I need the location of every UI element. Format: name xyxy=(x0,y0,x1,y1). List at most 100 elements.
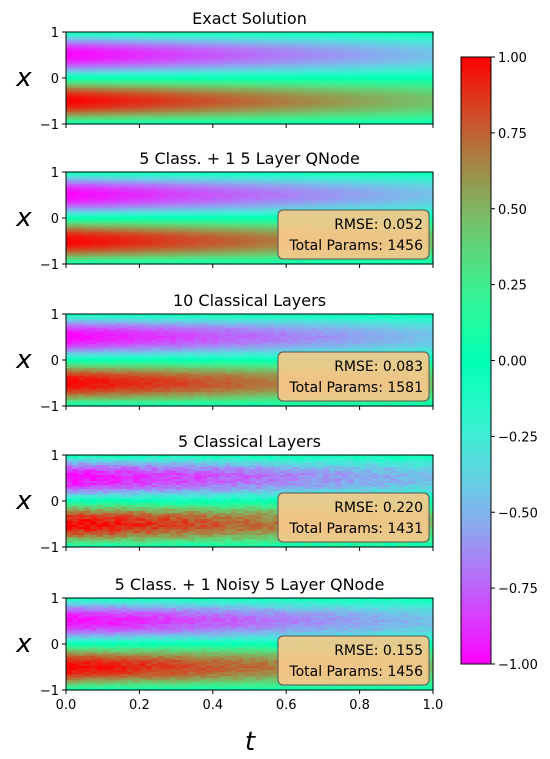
heatmap-cell xyxy=(108,220,116,223)
heatmap-cell xyxy=(347,120,355,123)
heatmap-cell xyxy=(414,208,422,211)
heatmap-cell xyxy=(353,46,361,49)
heatmap-cell xyxy=(114,82,122,85)
heatmap-cell xyxy=(121,44,128,47)
heatmap-cell xyxy=(286,90,293,93)
heatmap-cell xyxy=(377,114,385,117)
heatmap-cell xyxy=(72,172,79,175)
heatmap-cell xyxy=(243,192,251,195)
heatmap-cell xyxy=(72,206,79,209)
heatmap-cell xyxy=(84,194,92,197)
heatmap-cell xyxy=(78,200,85,203)
heatmap-cell xyxy=(316,186,324,189)
heatmap-cell xyxy=(206,52,214,55)
heatmap-cell xyxy=(78,212,85,215)
heatmap-cell xyxy=(231,118,238,121)
heatmap-cell xyxy=(298,190,306,193)
heatmap-cell xyxy=(102,208,110,211)
heatmap-cell xyxy=(139,100,147,103)
heatmap-cell xyxy=(145,174,153,177)
heatmap-cell xyxy=(316,94,324,97)
heatmap-cell xyxy=(322,96,330,99)
heatmap-cell xyxy=(267,172,275,175)
heatmap-cells xyxy=(66,32,434,125)
heatmap-cell xyxy=(225,54,232,57)
heatmap-cell xyxy=(292,44,300,47)
heatmap-cell xyxy=(145,84,153,87)
heatmap-cell xyxy=(310,200,318,203)
heatmap-cell xyxy=(292,58,300,61)
heatmap-cell xyxy=(218,194,226,197)
heatmap-cell xyxy=(84,112,92,115)
heatmap-cell xyxy=(108,108,116,111)
heatmap-cell xyxy=(243,82,251,85)
heatmap-cell xyxy=(145,204,153,207)
heatmap-cell xyxy=(335,76,342,79)
heatmap-cell xyxy=(341,84,348,87)
heatmap-cell xyxy=(316,172,324,175)
heatmap-cell xyxy=(426,190,434,193)
heatmap-cell xyxy=(347,92,355,95)
heatmap-cell xyxy=(273,204,281,207)
heatmap-cell xyxy=(420,100,428,103)
heatmap-cell xyxy=(329,72,336,75)
heatmap-cell xyxy=(261,178,269,181)
heatmap-cell xyxy=(231,114,238,117)
heatmap-cell xyxy=(335,182,342,185)
heatmap-cell xyxy=(182,182,189,185)
heatmap-cell xyxy=(243,118,251,121)
heatmap-cell xyxy=(133,74,140,77)
heatmap-cell xyxy=(200,210,208,213)
heatmap-cell xyxy=(127,58,134,61)
heatmap-cell xyxy=(402,40,410,43)
heatmap-cell xyxy=(176,92,183,95)
heatmap-cell xyxy=(90,64,98,67)
heatmap-cell xyxy=(121,42,128,45)
heatmap-cell xyxy=(157,178,165,181)
heatmap-cell xyxy=(169,60,177,63)
heatmap-cell xyxy=(108,204,116,207)
heatmap-cell xyxy=(231,38,238,41)
heatmap-cell xyxy=(396,46,404,49)
heatmap-cell xyxy=(390,96,397,99)
heatmap-cell xyxy=(163,36,171,39)
heatmap-cell xyxy=(335,60,342,63)
heatmap-cell xyxy=(200,64,208,67)
heatmap-cell xyxy=(280,58,287,61)
heatmap-cell xyxy=(335,56,342,59)
heatmap-cell xyxy=(133,80,140,83)
heatmap-cell xyxy=(145,104,153,107)
heatmap-cell xyxy=(280,116,287,119)
heatmap-cell xyxy=(133,86,140,89)
heatmap-cell xyxy=(121,40,128,43)
heatmap-cell xyxy=(249,176,257,179)
heatmap-cell xyxy=(157,118,165,121)
heatmap-cell xyxy=(218,82,226,85)
heatmap-cell xyxy=(316,90,324,93)
heatmap-cell xyxy=(402,92,410,95)
heatmap-cell xyxy=(151,92,159,95)
heatmap-cell xyxy=(66,48,73,51)
heatmap-cell xyxy=(206,118,214,121)
heatmap-cell xyxy=(273,216,281,219)
heatmap-cell xyxy=(365,36,373,39)
heatmap-cell xyxy=(396,106,404,109)
heatmap-cell xyxy=(377,38,385,41)
heatmap-cell xyxy=(377,108,385,111)
heatmap-cell xyxy=(66,80,73,83)
heatmap-cell xyxy=(347,202,355,205)
heatmap-cell xyxy=(188,186,196,189)
heatmap-cell xyxy=(90,110,98,113)
heatmap-cell xyxy=(414,110,422,113)
heatmap-cell xyxy=(249,80,257,83)
heatmap-cell xyxy=(304,196,312,199)
heatmap-cell xyxy=(310,38,318,41)
heatmap-cell xyxy=(121,94,128,97)
heatmap-cell xyxy=(194,78,202,81)
heatmap-cell xyxy=(304,204,312,207)
heatmap-cell xyxy=(273,52,281,55)
heatmap-cell xyxy=(114,46,122,49)
heatmap-cell xyxy=(90,106,98,109)
heatmap-cell xyxy=(96,204,104,207)
heatmap-cell xyxy=(72,120,79,123)
